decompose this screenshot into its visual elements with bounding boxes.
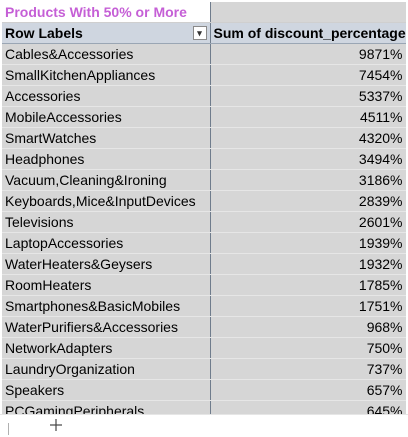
- value-cell[interactable]: 645%: [210, 400, 406, 414]
- table-row: Cables&Accessories 9871%: [2, 43, 406, 65]
- table-row: Vacuum,Cleaning&Ironing 3186%: [2, 169, 406, 191]
- pivot-table-area: Products With 50% or More Row Labels ▾ S…: [2, 2, 406, 414]
- value-cell[interactable]: 5337%: [210, 85, 406, 107]
- table-row: NetworkAdapters 750%: [2, 337, 406, 359]
- table-row: RoomHeaters 1785%: [2, 274, 406, 296]
- row-label-cell[interactable]: SmallKitchenAppliances: [2, 64, 211, 86]
- row-label-cell[interactable]: LaundryOrganization: [2, 358, 211, 380]
- row-label-cell[interactable]: Speakers: [2, 379, 211, 401]
- value-cell[interactable]: 4320%: [210, 127, 406, 149]
- value-cell[interactable]: 2601%: [210, 211, 406, 233]
- row-label-cell[interactable]: Televisions: [2, 211, 211, 233]
- value-cell[interactable]: 4511%: [210, 106, 406, 128]
- row-label-cell[interactable]: Accessories: [2, 85, 211, 107]
- value-cell[interactable]: 9871%: [210, 43, 406, 65]
- value-cell[interactable]: 7454%: [210, 64, 406, 86]
- row-label-cell[interactable]: Vacuum,Cleaning&Ironing: [2, 169, 211, 191]
- empty-cell[interactable]: [210, 2, 406, 23]
- table-row: WaterHeaters&Geysers 1932%: [2, 253, 406, 275]
- row-label-cell[interactable]: Headphones: [2, 148, 211, 170]
- table-row: SmallKitchenAppliances 7454%: [2, 64, 406, 86]
- table-row: LaundryOrganization 737%: [2, 358, 406, 380]
- row-label-cell[interactable]: Cables&Accessories: [2, 43, 211, 65]
- value-cell[interactable]: 1785%: [210, 274, 406, 296]
- row-labels-header[interactable]: Row Labels ▾: [2, 22, 211, 44]
- row-label-cell[interactable]: WaterPurifiers&Accessories: [2, 316, 211, 338]
- value-cell[interactable]: 737%: [210, 358, 406, 380]
- row-label-cell[interactable]: Keyboards,Mice&InputDevices: [2, 190, 211, 212]
- row-label-cell[interactable]: RoomHeaters: [2, 274, 211, 296]
- row-label-cell[interactable]: NetworkAdapters: [2, 337, 211, 359]
- row-label-cell[interactable]: Smartphones&BasicMobiles: [2, 295, 211, 317]
- title-row: Products With 50% or More: [2, 2, 406, 23]
- table-row: LaptopAccessories 1939%: [2, 232, 406, 254]
- pivot-table: Products With 50% or More Row Labels ▾ S…: [2, 2, 406, 414]
- table-row: Speakers 657%: [2, 379, 406, 401]
- table-row: PCGamingPeripherals 645%: [2, 400, 406, 414]
- value-cell[interactable]: 968%: [210, 316, 406, 338]
- table-row: Keyboards,Mice&InputDevices 2839%: [2, 190, 406, 212]
- row-label-cell[interactable]: LaptopAccessories: [2, 232, 211, 254]
- row-label-cell[interactable]: SmartWatches: [2, 127, 211, 149]
- filter-dropdown-icon[interactable]: ▾: [192, 26, 207, 40]
- row-labels-header-label: Row Labels: [5, 25, 83, 41]
- table-row: Televisions 2601%: [2, 211, 406, 233]
- divider: [8, 423, 9, 435]
- value-cell[interactable]: 657%: [210, 379, 406, 401]
- table-row: WaterPurifiers&Accessories 968%: [2, 316, 406, 338]
- header-row: Row Labels ▾ Sum of discount_percentage: [2, 22, 406, 44]
- value-cell[interactable]: 2839%: [210, 190, 406, 212]
- pivot-title[interactable]: Products With 50% or More: [2, 2, 211, 23]
- plus-icon[interactable]: [49, 418, 63, 432]
- value-cell[interactable]: 1939%: [210, 232, 406, 254]
- sheet-tab-bar: [0, 414, 408, 437]
- row-label-cell[interactable]: WaterHeaters&Geysers: [2, 253, 211, 275]
- row-label-cell[interactable]: MobileAccessories: [2, 106, 211, 128]
- table-row: MobileAccessories 4511%: [2, 106, 406, 128]
- value-cell[interactable]: 1932%: [210, 253, 406, 275]
- table-row: Headphones 3494%: [2, 148, 406, 170]
- row-label-cell[interactable]: PCGamingPeripherals: [2, 400, 211, 414]
- table-row: SmartWatches 4320%: [2, 127, 406, 149]
- value-cell[interactable]: 3186%: [210, 169, 406, 191]
- value-cell[interactable]: 750%: [210, 337, 406, 359]
- table-row: Smartphones&BasicMobiles 1751%: [2, 295, 406, 317]
- value-field-header[interactable]: Sum of discount_percentage: [210, 22, 406, 44]
- value-cell[interactable]: 3494%: [210, 148, 406, 170]
- table-row: Accessories 5337%: [2, 85, 406, 107]
- value-cell[interactable]: 1751%: [210, 295, 406, 317]
